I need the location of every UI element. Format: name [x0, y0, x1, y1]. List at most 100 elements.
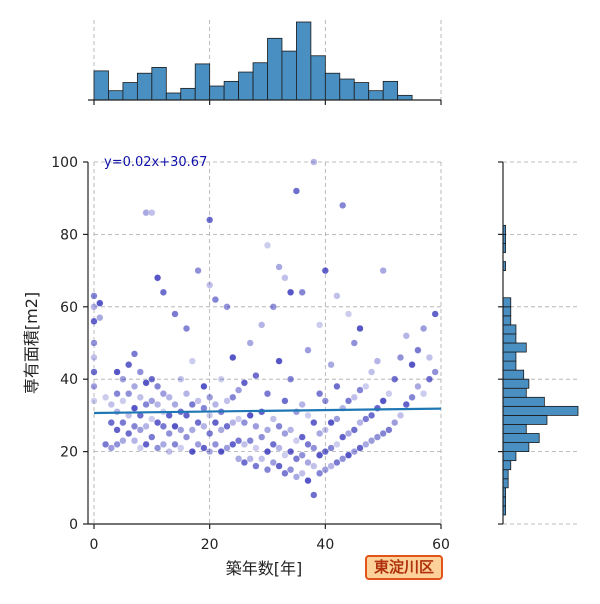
scatter-point	[125, 390, 133, 398]
scatter-point	[246, 437, 254, 445]
scatter-point	[333, 382, 341, 391]
axes-layer: 0 20 40 60 0 20 40 60 80 100	[51, 99, 504, 553]
ward-badge: 東淀川区	[365, 555, 443, 580]
y-tick-label: 40	[60, 372, 78, 388]
scatter-point	[350, 393, 358, 401]
x-tick-label: 40	[316, 537, 334, 553]
scatter-point	[206, 393, 214, 401]
scatter-point	[171, 310, 179, 318]
scatter-point	[425, 375, 434, 383]
top-hist-bar	[136, 72, 153, 101]
scatter-point	[252, 372, 260, 380]
scatter-point	[136, 368, 144, 376]
scatter-point	[90, 292, 98, 300]
top-hist-bar	[151, 67, 167, 101]
scatter-point	[362, 382, 370, 391]
scatter-point	[206, 448, 214, 456]
scatter-point	[206, 281, 214, 289]
right-hist-bar	[502, 297, 512, 308]
scatter-point	[298, 433, 306, 441]
scatter-point	[321, 426, 329, 434]
scatter-point	[368, 437, 376, 445]
scatter-point	[356, 386, 364, 394]
scatter-point	[287, 426, 295, 434]
top-hist-bar	[397, 94, 413, 101]
scatter-point	[420, 324, 428, 333]
scatter-point	[339, 433, 347, 441]
scatter-point	[321, 397, 329, 405]
scatter-point	[339, 455, 347, 463]
scatter-point	[240, 419, 249, 427]
scatter-point	[148, 209, 156, 217]
scatter-point	[258, 455, 266, 463]
right-hist-bar	[502, 387, 527, 398]
scatter-point	[211, 440, 220, 449]
scatter-point	[304, 411, 312, 420]
scatter-point	[391, 419, 399, 427]
x-tick-label: 0	[90, 537, 99, 553]
scatter-point	[356, 419, 364, 427]
scatter-point	[101, 440, 110, 449]
scatter-point	[119, 397, 127, 405]
scatter-point	[171, 422, 179, 430]
scatter-point	[269, 458, 277, 467]
scatter-point	[171, 440, 179, 449]
scatter-point	[321, 448, 329, 456]
scatter-point	[200, 422, 208, 430]
scatter-point	[252, 422, 260, 430]
scatter-point	[304, 458, 312, 467]
scatter-point	[188, 426, 196, 434]
scatter-point	[298, 288, 306, 296]
y-axis-label: 専有面積[m2]	[22, 292, 41, 394]
scatter-point	[333, 458, 341, 467]
scatter-point	[223, 303, 231, 311]
right-histogram	[502, 224, 579, 516]
scatter-point	[281, 429, 289, 438]
scatter-point	[344, 451, 353, 459]
scatter-point	[90, 382, 98, 391]
scatter-point	[379, 429, 387, 438]
scatter-point	[217, 375, 225, 383]
scatter-point	[281, 451, 289, 459]
scatter-point	[263, 390, 272, 398]
scatter-point	[182, 433, 191, 441]
scatter-point	[235, 415, 243, 423]
scatter-point	[229, 419, 237, 427]
scatter-point	[385, 390, 393, 398]
scatter-point	[235, 386, 243, 394]
x-tick-label: 60	[432, 537, 450, 553]
scatter-point	[125, 361, 133, 369]
scatter-point	[119, 437, 127, 445]
scatter-point	[246, 455, 254, 463]
scatter-point	[414, 382, 422, 391]
scatter-point	[142, 379, 150, 387]
scatter-point	[414, 346, 422, 354]
scatter-point	[154, 419, 162, 427]
scatter-point	[194, 397, 202, 405]
x-axis-label: 築年数[年]	[226, 559, 303, 578]
scatter-point	[263, 466, 272, 474]
scatter-point	[96, 299, 104, 307]
scatter-point	[373, 404, 382, 412]
scatter-point	[113, 440, 121, 449]
scatter-point	[275, 422, 283, 430]
scatter-point	[107, 419, 115, 427]
scatter-point	[177, 426, 185, 434]
scatter-point	[339, 201, 347, 210]
scatter-point	[316, 451, 324, 459]
y-tick-label: 60	[60, 300, 78, 316]
top-hist-bar	[194, 63, 211, 101]
top-histogram	[93, 21, 413, 101]
top-hist-bar	[267, 37, 283, 101]
top-hist-bar	[223, 80, 239, 101]
scatter-point	[211, 419, 220, 427]
right-hist-bar	[502, 324, 517, 335]
right-hist-bar	[502, 405, 579, 416]
scatter-point	[373, 433, 382, 441]
scatter-point	[107, 444, 115, 452]
scatter-point	[420, 390, 428, 398]
scatter-point	[142, 209, 150, 217]
scatter-point	[159, 288, 168, 296]
scatter-point	[165, 393, 173, 401]
